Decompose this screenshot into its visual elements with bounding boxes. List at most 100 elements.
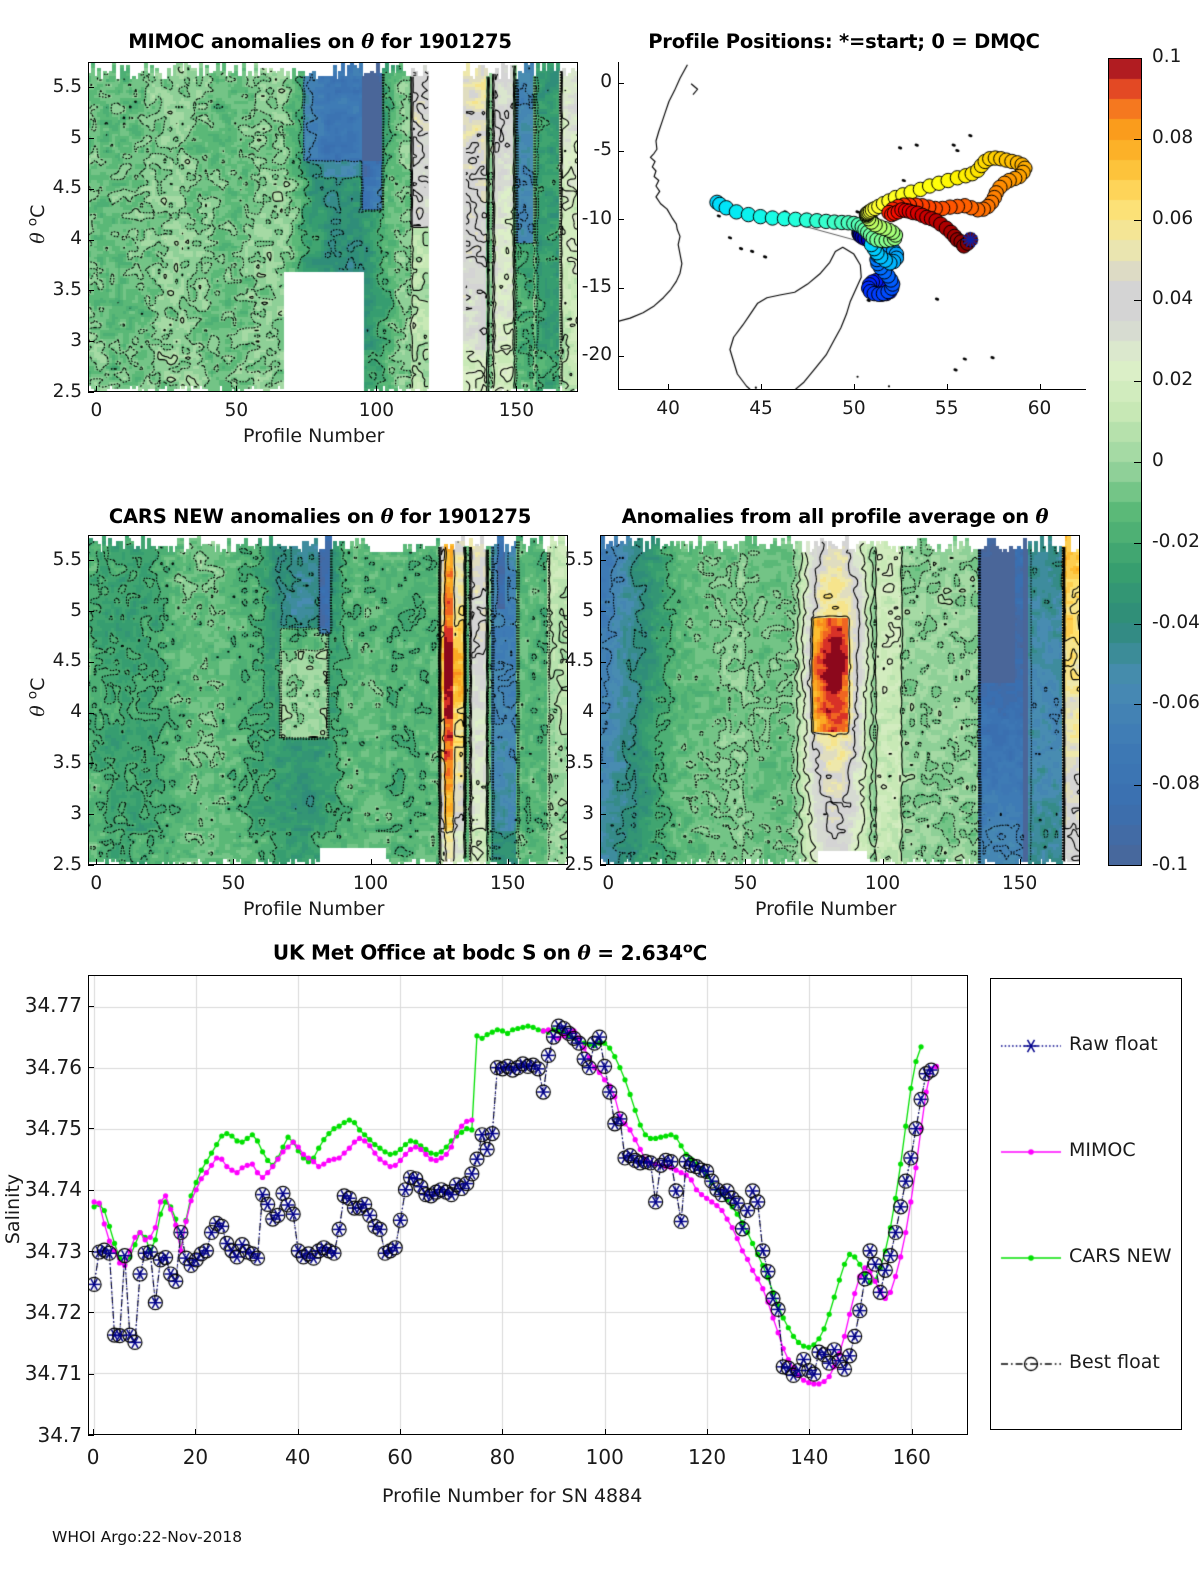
- y-tick-label: -20: [581, 344, 612, 366]
- cars-axes: [88, 535, 568, 865]
- colorbar-tick-mark: [1134, 381, 1141, 383]
- x-tick-label: 150: [490, 873, 526, 894]
- y-tick-label: 5.5: [564, 548, 594, 570]
- y-tick-label: -10: [581, 207, 612, 229]
- theta-symbol: θ: [577, 940, 591, 965]
- y-tick-label: 5: [582, 599, 594, 621]
- legend-label-raw-float: Raw float: [1069, 1033, 1158, 1055]
- x-tick-label: 0: [90, 873, 103, 894]
- x-tick-label: 150: [498, 400, 535, 421]
- x-tick-label: 0: [86, 1445, 100, 1469]
- x-tick-mark: [1039, 384, 1041, 390]
- legend-entry-best-float[interactable]: Best float: [991, 1349, 1181, 1379]
- x-tick-label: 50: [221, 873, 246, 894]
- colorbar-tick-mark: [1134, 300, 1141, 302]
- x-tick-label: 45: [749, 398, 773, 419]
- x-tick-mark: [376, 386, 378, 392]
- y-tick-mark: [88, 611, 94, 613]
- x-tick-mark: [882, 859, 884, 865]
- y-tick-mark: [600, 712, 606, 714]
- y-tick-mark: [600, 560, 606, 562]
- x-tick-label: 50: [224, 400, 249, 421]
- y-tick-mark: [88, 188, 94, 190]
- theta-symbol: θ: [380, 505, 394, 528]
- x-tick-label: 150: [1002, 873, 1038, 894]
- y-tick-label: 5: [70, 599, 82, 621]
- colorbar-tick-label: 0.08: [1152, 126, 1194, 148]
- y-tick-label: 2.5: [564, 853, 594, 875]
- x-tick-label: 160: [892, 1445, 931, 1469]
- y-tick-label: 4: [582, 701, 594, 723]
- y-tick-label: 34.76: [24, 1054, 82, 1079]
- y-tick-mark: [600, 814, 606, 816]
- x-tick-mark: [516, 386, 518, 392]
- y-tick-label: 5.5: [52, 75, 82, 97]
- x-tick-mark: [608, 859, 610, 865]
- y-tick-label: 3: [582, 802, 594, 824]
- allavg-axes: [600, 535, 1080, 865]
- theta-symbol-mimoc: θ: [27, 232, 50, 244]
- y-tick-mark: [88, 1435, 94, 1436]
- x-tick-label: 100: [864, 873, 901, 894]
- map-axes: [618, 62, 1086, 390]
- colorbar-tick-mark: [1134, 785, 1141, 787]
- x-tick-mark: [1019, 859, 1021, 865]
- y-tick-mark: [88, 1128, 94, 1130]
- x-tick-mark: [96, 386, 98, 392]
- mimoc-title: MIMOC anomalies on θ for 1901275: [128, 30, 512, 53]
- y-tick-mark: [88, 1005, 94, 1007]
- mimoc-contour-canvas: [89, 63, 577, 391]
- x-tick-label: 20: [182, 1445, 209, 1469]
- x-tick-mark: [946, 384, 948, 390]
- x-tick-mark: [233, 859, 235, 865]
- legend-entry-raw-float[interactable]: Raw float: [991, 1031, 1181, 1061]
- x-tick-mark: [809, 1429, 811, 1435]
- salinity-axes: [88, 975, 968, 1435]
- y-tick-label: 3: [70, 329, 82, 351]
- y-tick-mark: [88, 1373, 94, 1375]
- theta-symbol-cars: θ: [27, 705, 50, 717]
- y-tick-label: 5.5: [52, 548, 82, 570]
- y-tick-label: 34.77: [24, 993, 82, 1018]
- y-tick-mark: [600, 661, 606, 663]
- y-tick-mark: [88, 661, 94, 663]
- y-tick-mark: [600, 865, 606, 866]
- y-tick-label: 2.5: [52, 853, 82, 875]
- map-canvas: [619, 62, 1085, 389]
- allavg-title: Anomalies from all profile average on θ: [621, 505, 1049, 528]
- colorbar-tick-mark: [1134, 623, 1141, 625]
- colorbar-tick-mark: [1134, 219, 1141, 221]
- y-tick-label: 4.5: [52, 650, 82, 672]
- legend-entry-cars-new[interactable]: CARS NEW: [991, 1243, 1181, 1273]
- x-tick-mark: [668, 384, 670, 390]
- colorbar-tick-label: -0.06: [1152, 692, 1200, 714]
- y-tick-mark: [88, 392, 94, 393]
- y-tick-label: 3.5: [564, 751, 594, 773]
- colorbar-tick-label: 0.02: [1152, 369, 1194, 391]
- y-tick-label: 4: [70, 228, 82, 250]
- legend-sample-mimoc: [999, 1137, 1063, 1167]
- y-tick-mark: [88, 763, 94, 765]
- x-tick-label: 100: [352, 873, 389, 894]
- salinity-xlabel: Profile Number for SN 4884: [382, 1485, 643, 1507]
- y-tick-mark: [88, 814, 94, 816]
- salinity-title: UK Met Office at bodc S on θ = 2.634oC: [272, 940, 708, 965]
- cars-xlabel: Profile Number: [243, 898, 385, 920]
- x-tick-label: 40: [285, 1445, 311, 1469]
- x-tick-label: 140: [790, 1445, 829, 1469]
- y-tick-mark: [88, 87, 94, 89]
- y-tick-mark: [88, 1251, 94, 1252]
- y-tick-mark: [88, 1189, 94, 1191]
- y-tick-label: -15: [581, 276, 612, 298]
- y-tick-mark: [88, 865, 94, 866]
- theta-symbol: θ: [361, 30, 375, 53]
- colorbar-tick-mark: [1134, 138, 1141, 140]
- x-tick-mark: [96, 859, 98, 865]
- allavg-xlabel: Profile Number: [755, 898, 897, 920]
- y-tick-label: 34.73: [24, 1238, 82, 1263]
- y-tick-label: 3: [70, 802, 82, 824]
- legend-sample-cars-new: [999, 1243, 1063, 1273]
- legend-entry-mimoc[interactable]: MIMOC: [991, 1137, 1181, 1167]
- x-tick-label: 50: [733, 873, 758, 894]
- x-tick-label: 100: [358, 400, 395, 421]
